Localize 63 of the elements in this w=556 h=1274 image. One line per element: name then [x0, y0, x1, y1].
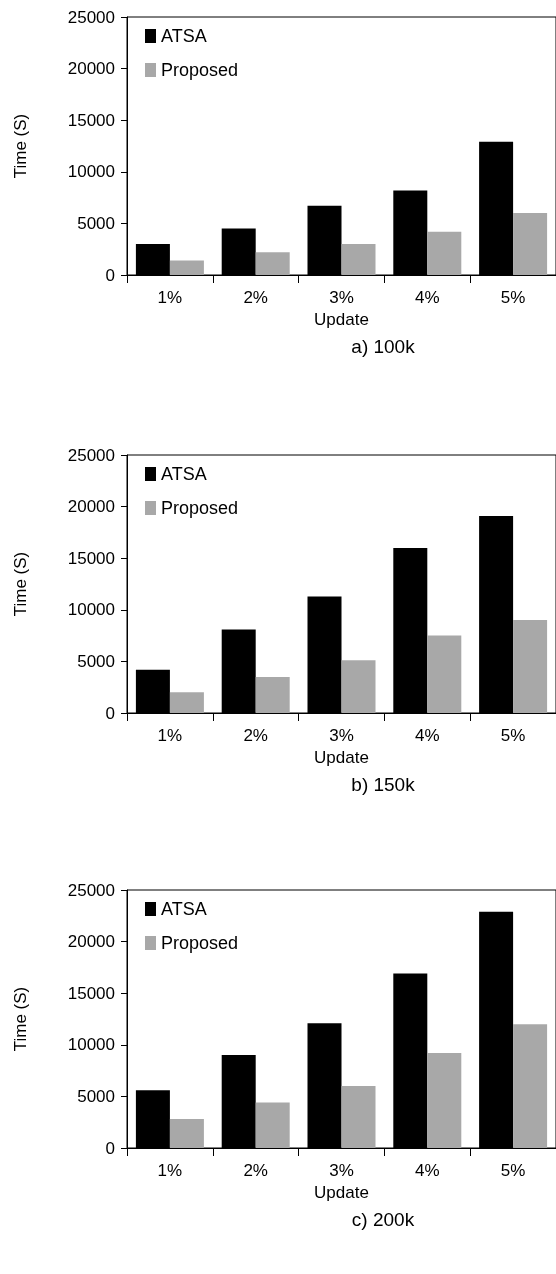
x-tick-label: 5%: [500, 288, 526, 307]
x-tick-label: 1%: [157, 288, 183, 307]
text: c) 200k: [351, 1209, 415, 1230]
y-axis-title: Time (S): [11, 113, 30, 179]
bar: [341, 1086, 376, 1148]
y-tick-label: 0: [105, 1138, 115, 1158]
bar: [255, 676, 290, 713]
y-tick-label: 20000: [67, 59, 115, 79]
x-tick-label: 3%: [329, 288, 354, 307]
x-tick-label: 3%: [329, 726, 354, 745]
bar: [341, 660, 376, 713]
bar: [169, 260, 204, 275]
y-tick-label: 25000: [67, 7, 115, 27]
y-tick-label: 15000: [67, 983, 115, 1003]
y-tick-label: 15000: [67, 110, 115, 130]
text: a) 100k: [351, 336, 416, 357]
bar: [255, 1102, 290, 1148]
bar: [427, 635, 462, 713]
bar: [513, 620, 548, 713]
bar: [427, 1053, 462, 1148]
y-tick-label: 10000: [67, 600, 115, 620]
legend-label: Proposed: [161, 498, 239, 518]
y-axis-title: Time (S): [11, 986, 30, 1052]
bar: [255, 252, 290, 275]
y-tick-label: 10000: [67, 162, 115, 182]
bar: [513, 1024, 548, 1148]
x-axis-title: Update: [314, 747, 369, 767]
y-tick-label: 15000: [67, 548, 115, 568]
legend-label: ATSA: [161, 464, 207, 484]
x-tick-label: 5%: [500, 726, 526, 745]
x-tick-label: 2%: [243, 726, 268, 745]
y-tick-label: 0: [105, 265, 115, 285]
legend-label: Proposed: [161, 60, 239, 80]
bar: [341, 244, 376, 275]
x-axis-title: Update: [314, 309, 369, 329]
y-tick-label: 5000: [77, 1086, 115, 1106]
bar: [169, 692, 204, 713]
y-tick-label: 25000: [67, 445, 115, 465]
bar: [427, 231, 462, 275]
x-tick-label: 5%: [500, 1161, 526, 1180]
bar: [513, 213, 548, 275]
y-tick-label: 25000: [67, 880, 115, 900]
y-tick-label: 5000: [77, 651, 115, 671]
x-tick-label: 3%: [329, 1161, 354, 1180]
y-tick-label: 0: [105, 703, 115, 723]
y-tick-label: 10000: [67, 1035, 115, 1055]
bar: [169, 1119, 204, 1148]
x-axis-title: Update: [314, 1182, 369, 1202]
x-tick-label: 4%: [415, 288, 440, 307]
x-tick-label: 2%: [243, 288, 268, 307]
legend-label: Proposed: [161, 933, 239, 953]
x-tick-label: 2%: [243, 1161, 268, 1180]
x-tick-label: 1%: [157, 726, 183, 745]
y-tick-label: 20000: [67, 932, 115, 952]
x-tick-label: 1%: [157, 1161, 183, 1180]
x-tick-label: 4%: [415, 1161, 440, 1180]
y-tick-label: 20000: [67, 497, 115, 517]
text: b) 150k: [351, 774, 416, 795]
x-tick-label: 4%: [415, 726, 440, 745]
y-axis-title: Time (S): [11, 551, 30, 617]
legend-label: ATSA: [161, 899, 207, 919]
y-tick-label: 5000: [77, 213, 115, 233]
legend-label: ATSA: [161, 26, 207, 46]
